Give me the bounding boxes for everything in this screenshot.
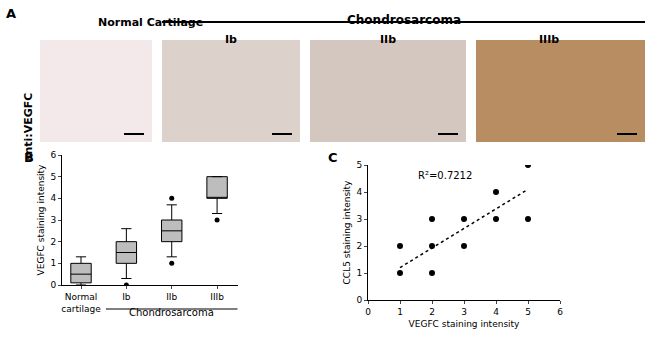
svg-text:A: A [6,6,16,21]
svg-text:1: 1 [356,268,362,278]
svg-text:5: 5 [356,160,362,170]
svg-text:3: 3 [50,215,56,225]
svg-text:C: C [328,150,338,165]
svg-text:Chondrosarcoma: Chondrosarcoma [129,307,214,318]
svg-text:1: 1 [50,258,56,268]
svg-text:4: 4 [493,307,499,317]
svg-text:1: 1 [397,307,403,317]
svg-text:3: 3 [356,214,362,224]
svg-text:Normalcartilage: Normalcartilage [61,292,101,314]
svg-text:IIIb: IIIb [539,33,559,46]
svg-text:IIb: IIb [166,292,177,302]
svg-text:CCL5 staining intensity: CCL5 staining intensity [342,180,352,285]
svg-text:0: 0 [50,280,56,290]
svg-text:Ib: Ib [122,292,131,302]
svg-text:6: 6 [557,307,563,317]
svg-text:IIIb: IIIb [210,292,224,302]
svg-text:0: 0 [356,295,362,305]
svg-text:VEGFC staining intensity: VEGFC staining intensity [36,164,46,276]
svg-text:R²=0.7212: R²=0.7212 [418,170,472,181]
svg-text:anti:VEGFC: anti:VEGFC [22,93,35,162]
svg-text:0: 0 [365,307,371,317]
svg-text:4: 4 [356,187,362,197]
svg-text:4: 4 [50,193,56,203]
svg-text:2: 2 [50,237,56,247]
svg-text:5: 5 [50,172,56,182]
svg-text:VEGFC staining intensity: VEGFC staining intensity [409,319,521,329]
svg-text:B: B [24,150,34,165]
svg-text:6: 6 [50,150,56,160]
svg-text:5: 5 [525,307,531,317]
svg-text:IIb: IIb [380,33,396,46]
svg-text:2: 2 [356,241,362,251]
svg-text:Chondrosarcoma: Chondrosarcoma [347,13,461,27]
svg-text:2: 2 [429,307,435,317]
svg-text:3: 3 [461,307,467,317]
svg-text:Normal Cartilage: Normal Cartilage [98,16,203,29]
svg-text:Ib: Ib [225,33,237,46]
